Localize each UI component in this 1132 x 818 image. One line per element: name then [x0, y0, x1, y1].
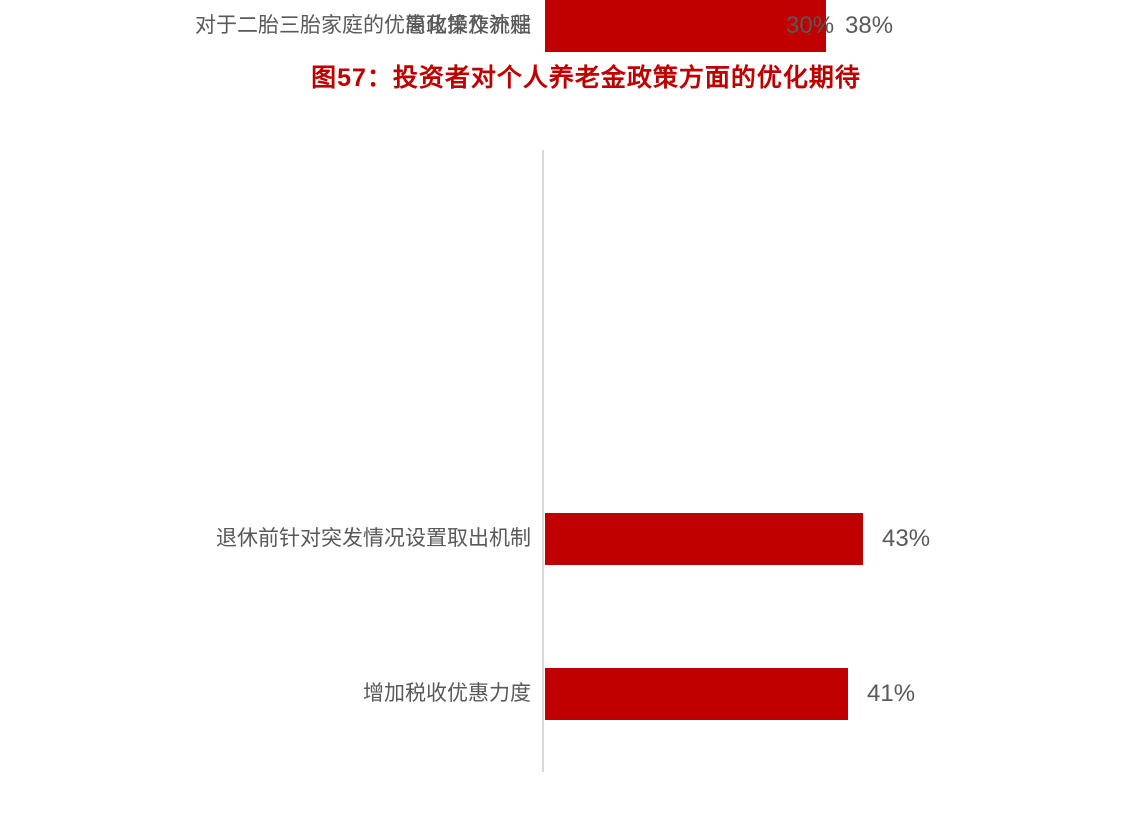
value-label: 43%	[882, 525, 931, 552]
value-label: 38%	[845, 12, 894, 39]
category-label: 对于二胎三胎家庭的优惠政策及补贴	[195, 14, 531, 37]
bar-row: 增加税收优惠力度 41%	[0, 668, 1132, 720]
bar-track: 43%	[545, 513, 1132, 565]
category-label: 简化操作流程	[405, 14, 531, 37]
bar-row: 简化操作流程 30%	[0, 0, 1132, 52]
bar	[545, 0, 767, 52]
value-label: 30%	[786, 12, 835, 39]
chart-title: 图57：投资者对个人养老金政策方面的优化期待	[311, 64, 861, 92]
value-label: 41%	[867, 680, 916, 707]
bar	[545, 513, 863, 565]
bar-track: 41%	[545, 668, 1132, 720]
category-label: 退休前针对突发情况设置取出机制	[216, 527, 531, 550]
bar	[545, 668, 848, 720]
y-axis-line	[542, 150, 544, 772]
bar-row: 退休前针对突发情况设置取出机制 43%	[0, 513, 1132, 565]
bar-track: 30%	[545, 0, 1132, 52]
category-label: 增加税收优惠力度	[363, 682, 531, 705]
